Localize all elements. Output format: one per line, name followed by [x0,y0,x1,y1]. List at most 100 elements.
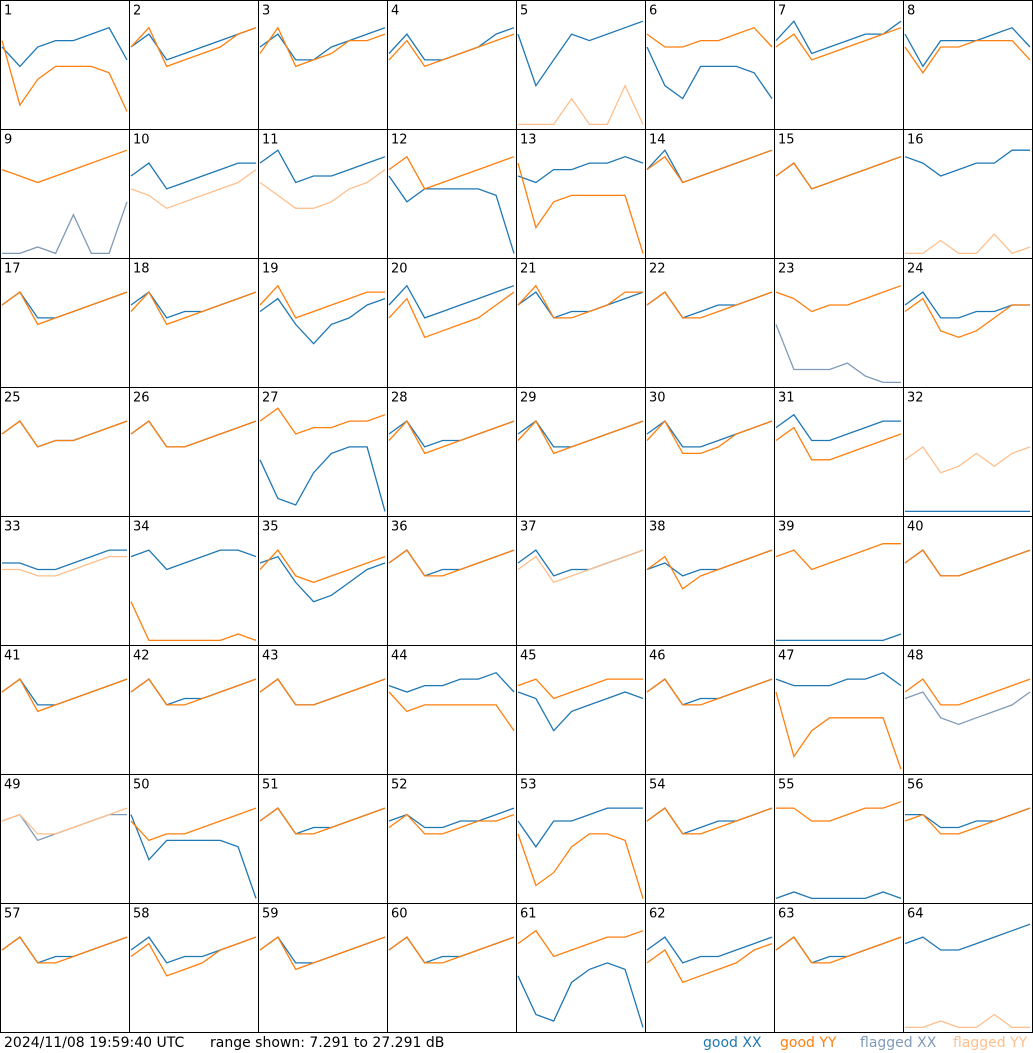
panel-label: 55 [778,778,795,793]
yy-spectrum [775,285,902,313]
xx-spectrum [904,26,1031,68]
xx-spectrum [517,691,644,732]
yy-spectrum [1,291,128,326]
panel-label: 19 [262,262,279,277]
panel [645,129,775,259]
panel-label: 25 [4,391,21,406]
yy-spectrum [905,1013,1030,1029]
yy-spectrum [646,149,773,184]
yy-spectrum [775,936,902,964]
panel-label: 53 [520,778,537,793]
panel-label: 58 [133,907,150,922]
xx-spectrum [517,962,644,1028]
panel-label: 62 [649,907,666,922]
panel-label: 28 [391,391,408,406]
yy-spectrum [775,156,902,190]
yy-spectrum [259,407,386,435]
panel-label: 51 [262,778,279,793]
panel [129,129,259,259]
xx-spectrum [517,291,644,319]
panel [516,387,646,517]
yy-spectrum [904,297,1030,338]
yy-spectrum [130,169,257,210]
panel [903,516,1033,646]
panel [0,774,130,904]
panel [0,516,130,646]
panel [387,129,517,259]
panel-label: 23 [778,262,795,277]
xx-spectrum [259,297,386,345]
panel-label: 17 [4,262,21,277]
yy-spectrum [130,601,257,642]
yy-spectrum [1,420,128,448]
yy-spectrum [130,678,257,706]
yy-spectrum [646,419,773,455]
panel-label: 44 [391,649,408,664]
panel [645,387,775,517]
panel-label: 34 [133,520,150,535]
panel [129,516,259,646]
yy-spectrum [775,426,902,461]
panel-label: 64 [907,907,924,922]
panel-label: 56 [907,778,924,793]
panel [129,903,259,1033]
yy-spectrum [775,691,902,770]
panel [129,645,259,775]
panel-label: 13 [520,133,537,148]
panel [129,0,259,130]
panel-label: 11 [262,133,279,148]
panel-label: 60 [391,907,408,922]
yy-spectrum [388,691,515,732]
yy-spectrum [517,833,644,899]
xx-spectrum [646,936,773,964]
panel [645,645,775,775]
panel-label: 1 [4,4,12,19]
panel-label: 37 [520,520,537,535]
panel-label: 29 [520,391,537,406]
panel [0,0,130,130]
panel-label: 9 [4,133,12,148]
panel-label: 5 [520,4,528,19]
panel [645,0,775,130]
panel [645,774,775,904]
panel [774,0,904,130]
yy-spectrum [388,549,515,577]
panel-label: 10 [133,133,150,148]
panel-label: 27 [262,391,279,406]
panel-label: 49 [4,778,21,793]
xx-spectrum [388,284,515,319]
yy-spectrum [904,678,1031,706]
panel [387,774,517,904]
panel-label: 31 [778,391,795,406]
panel-label: 46 [649,649,666,664]
panel [258,645,388,775]
panel [258,516,388,646]
yy-spectrum [904,549,1031,577]
panel-label: 40 [907,520,924,535]
panel-label: 45 [520,649,537,664]
xx-spectrum [904,291,1030,319]
panel-label: 38 [649,520,666,535]
yy-spectrum [517,419,644,455]
yy-spectrum [388,155,515,190]
panel [516,258,646,388]
panel [645,258,775,388]
yy-spectrum [2,555,127,577]
yy-spectrum [775,543,901,571]
panel [903,387,1033,517]
yy-spectrum [646,549,773,590]
yy-spectrum [517,929,644,958]
panel [774,129,904,259]
panel [387,387,517,517]
yy-spectrum [130,807,257,842]
yy-spectrum [259,284,385,319]
yy-spectrum [259,169,386,209]
yy-spectrum [388,291,515,339]
panel [903,774,1033,904]
panel-label: 54 [649,778,666,793]
yy-spectrum [517,549,644,584]
panel-label: 50 [133,778,150,793]
panel [903,129,1033,259]
yy-spectrum [388,33,515,68]
panel-label: 16 [907,133,924,148]
